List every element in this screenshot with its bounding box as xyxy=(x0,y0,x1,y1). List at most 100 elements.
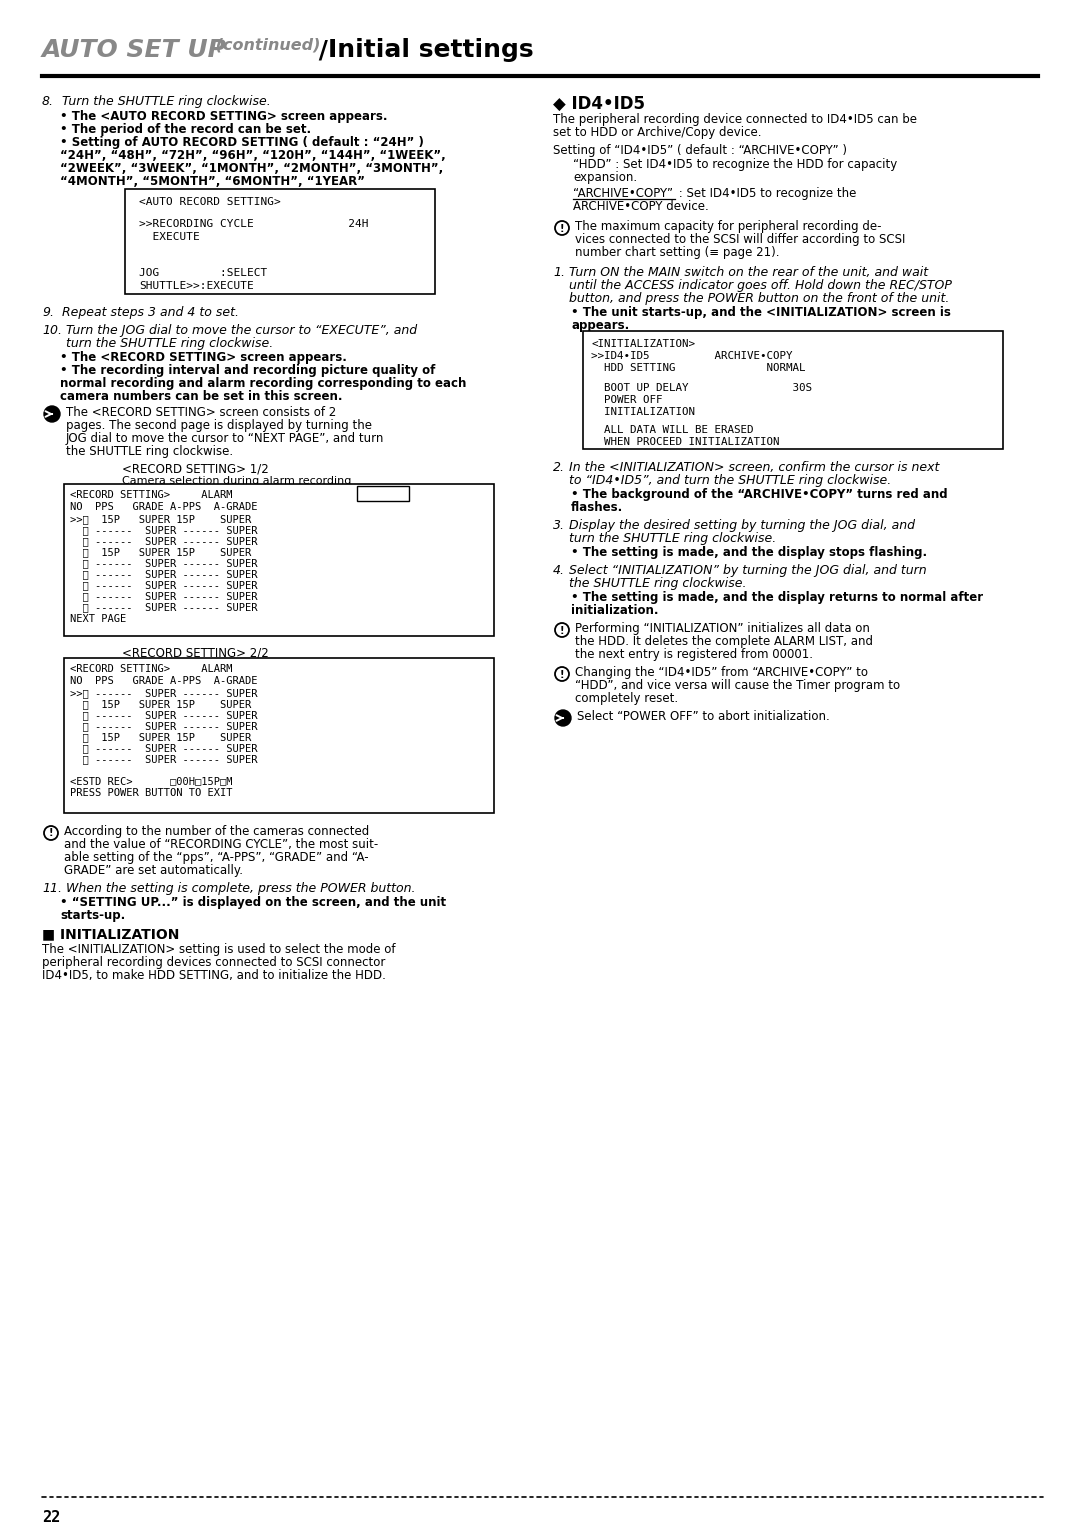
Text: • The background of the “ARCHIVE•COPY” turns red and: • The background of the “ARCHIVE•COPY” t… xyxy=(571,487,947,501)
Text: !: ! xyxy=(559,625,564,636)
Text: Display the desired setting by turning the JOG dial, and: Display the desired setting by turning t… xyxy=(569,520,915,532)
Text: According to the number of the cameras connected: According to the number of the cameras c… xyxy=(64,825,369,837)
Text: (continued): (continued) xyxy=(210,38,321,53)
Text: ⑫  15P   SUPER 15P    SUPER: ⑫ 15P SUPER 15P SUPER xyxy=(70,698,252,709)
Text: In the <INITIALIZATION> screen, confirm the cursor is next: In the <INITIALIZATION> screen, confirm … xyxy=(569,461,940,474)
Text: Turn the JOG dial to move the cursor to “EXECUTE”, and: Turn the JOG dial to move the cursor to … xyxy=(66,324,417,338)
Text: NEXT PAGE: NEXT PAGE xyxy=(70,614,126,623)
Text: turn the SHUTTLE ring clockwise.: turn the SHUTTLE ring clockwise. xyxy=(569,532,777,545)
Text: ■ INITIALIZATION: ■ INITIALIZATION xyxy=(42,927,179,941)
Text: /: / xyxy=(310,38,337,63)
Text: SHUTTLE>>:EXECUTE: SHUTTLE>>:EXECUTE xyxy=(139,281,254,290)
Text: ⑦ ------  SUPER ------ SUPER: ⑦ ------ SUPER ------ SUPER xyxy=(70,581,257,590)
Text: ⑨ ------  SUPER ------ SUPER: ⑨ ------ SUPER ------ SUPER xyxy=(70,602,257,613)
Text: • The setting is made, and the display returns to normal after: • The setting is made, and the display r… xyxy=(571,591,983,604)
Text: ⑭ ------  SUPER ------ SUPER: ⑭ ------ SUPER ------ SUPER xyxy=(70,721,257,730)
Text: the SHUTTLE ring clockwise.: the SHUTTLE ring clockwise. xyxy=(569,578,746,590)
Text: Performing “INITIALIZATION” initializes all data on: Performing “INITIALIZATION” initializes … xyxy=(575,622,869,636)
Text: Turn the SHUTTLE ring clockwise.: Turn the SHUTTLE ring clockwise. xyxy=(62,95,271,108)
Text: The <RECORD SETTING> screen consists of 2: The <RECORD SETTING> screen consists of … xyxy=(66,406,336,419)
Text: ⑥ ------  SUPER ------ SUPER: ⑥ ------ SUPER ------ SUPER xyxy=(70,568,257,579)
Text: 22: 22 xyxy=(42,1510,60,1525)
Text: number chart setting (≡ page 21).: number chart setting (≡ page 21). xyxy=(575,246,780,260)
Text: • “SETTING UP...” is displayed on the screen, and the unit: • “SETTING UP...” is displayed on the sc… xyxy=(60,895,446,909)
Text: AUTO SET UP: AUTO SET UP xyxy=(42,38,227,63)
Text: • The <RECORD SETTING> screen appears.: • The <RECORD SETTING> screen appears. xyxy=(60,351,347,364)
Text: 4.: 4. xyxy=(553,564,565,578)
Text: !: ! xyxy=(559,223,564,234)
Text: “24H”, “48H”, “72H”, “96H”, “120H”, “144H”, “1WEEK”,: “24H”, “48H”, “72H”, “96H”, “120H”, “144… xyxy=(60,150,446,162)
Text: ALL DATA WILL BE ERASED: ALL DATA WILL BE ERASED xyxy=(591,425,754,435)
Circle shape xyxy=(44,406,60,422)
Text: ALARM: ALARM xyxy=(359,487,390,497)
Text: The <INITIALIZATION> setting is used to select the mode of: The <INITIALIZATION> setting is used to … xyxy=(42,943,395,957)
Text: “2WEEK”, “3WEEK”, “1MONTH”, “2MONTH”, “3MONTH”,: “2WEEK”, “3WEEK”, “1MONTH”, “2MONTH”, “3… xyxy=(60,162,443,176)
Text: Initial settings: Initial settings xyxy=(328,38,534,63)
Text: ID4•ID5, to make HDD SETTING, and to initialize the HDD.: ID4•ID5, to make HDD SETTING, and to ini… xyxy=(42,969,386,983)
Text: !: ! xyxy=(49,828,53,839)
Text: ◆ ID4•ID5: ◆ ID4•ID5 xyxy=(553,95,645,113)
Text: the HDD. It deletes the complete ALARM LIST, and: the HDD. It deletes the complete ALARM L… xyxy=(575,636,873,648)
Text: BOOT UP DELAY                30S: BOOT UP DELAY 30S xyxy=(591,384,812,393)
Text: ⑬ ------  SUPER ------ SUPER: ⑬ ------ SUPER ------ SUPER xyxy=(70,711,257,720)
Text: • The recording interval and recording picture quality of: • The recording interval and recording p… xyxy=(60,364,435,377)
Text: POWER OFF: POWER OFF xyxy=(591,396,662,405)
Text: the SHUTTLE ring clockwise.: the SHUTTLE ring clockwise. xyxy=(66,445,233,458)
Text: ⑧ ------  SUPER ------ SUPER: ⑧ ------ SUPER ------ SUPER xyxy=(70,591,257,601)
Text: “ARCHIVE•COPY”: “ARCHIVE•COPY” xyxy=(573,186,673,200)
Text: >>RECORDING CYCLE              24H: >>RECORDING CYCLE 24H xyxy=(139,219,368,229)
Text: turn the SHUTTLE ring clockwise.: turn the SHUTTLE ring clockwise. xyxy=(66,338,273,350)
Text: <AUTO RECORD SETTING>: <AUTO RECORD SETTING> xyxy=(139,197,281,206)
Text: The maximum capacity for peripheral recording de-: The maximum capacity for peripheral reco… xyxy=(575,220,881,232)
Text: : Set ID4•ID5 to recognize the: : Set ID4•ID5 to recognize the xyxy=(675,186,856,200)
Text: able setting of the “pps”, “A-PPS”, “GRADE” and “A-: able setting of the “pps”, “A-PPS”, “GRA… xyxy=(64,851,368,863)
Text: HDD SETTING              NORMAL: HDD SETTING NORMAL xyxy=(591,364,806,373)
Text: EXECUTE: EXECUTE xyxy=(139,232,200,241)
Text: The peripheral recording device connected to ID4•ID5 can be: The peripheral recording device connecte… xyxy=(553,113,917,125)
Text: “HDD”, and vice versa will cause the Timer program to: “HDD”, and vice versa will cause the Tim… xyxy=(575,678,900,692)
Text: 10.: 10. xyxy=(42,324,62,338)
Text: Select “POWER OFF” to abort initialization.: Select “POWER OFF” to abort initializati… xyxy=(577,711,829,723)
Bar xyxy=(64,659,494,813)
Text: When the setting is complete, press the POWER button.: When the setting is complete, press the … xyxy=(66,882,416,895)
Text: ② ------  SUPER ------ SUPER: ② ------ SUPER ------ SUPER xyxy=(70,526,257,535)
Text: <ESTD REC>      □00H□15P□M: <ESTD REC> □00H□15P□M xyxy=(70,776,232,785)
Text: ⑰ ------  SUPER ------ SUPER: ⑰ ------ SUPER ------ SUPER xyxy=(70,753,257,764)
Text: NO  PPS   GRADE A-PPS  A-GRADE: NO PPS GRADE A-PPS A-GRADE xyxy=(70,503,257,512)
Text: Turn ON the MAIN switch on the rear of the unit, and wait: Turn ON the MAIN switch on the rear of t… xyxy=(569,266,928,280)
Text: “4MONTH”, “5MONTH”, “6MONTH”, “1YEAR”: “4MONTH”, “5MONTH”, “6MONTH”, “1YEAR” xyxy=(60,176,365,188)
Bar xyxy=(64,484,494,636)
Text: PRESS POWER BUTTON TO EXIT: PRESS POWER BUTTON TO EXIT xyxy=(70,788,232,798)
Circle shape xyxy=(555,711,571,726)
Text: ④  15P   SUPER 15P    SUPER: ④ 15P SUPER 15P SUPER xyxy=(70,547,252,558)
Text: • The <AUTO RECORD SETTING> screen appears.: • The <AUTO RECORD SETTING> screen appea… xyxy=(60,110,388,122)
Text: ⑮  15P   SUPER 15P    SUPER: ⑮ 15P SUPER 15P SUPER xyxy=(70,732,252,743)
Text: NO  PPS   GRADE A-PPS  A-GRADE: NO PPS GRADE A-PPS A-GRADE xyxy=(70,675,257,686)
Text: ③ ------  SUPER ------ SUPER: ③ ------ SUPER ------ SUPER xyxy=(70,536,257,545)
Text: camera numbers can be set in this screen.: camera numbers can be set in this screen… xyxy=(60,390,342,403)
Text: appears.: appears. xyxy=(571,319,630,332)
Text: ⑯ ------  SUPER ------ SUPER: ⑯ ------ SUPER ------ SUPER xyxy=(70,743,257,753)
Text: 11.: 11. xyxy=(42,882,62,895)
Text: >>①  15P   SUPER 15P    SUPER: >>① 15P SUPER 15P SUPER xyxy=(70,513,252,524)
Text: until the ACCESS indicator goes off. Hold down the REC/STOP: until the ACCESS indicator goes off. Hol… xyxy=(569,280,951,292)
Text: and the value of “RECORDING CYCLE”, the most suit-: and the value of “RECORDING CYCLE”, the … xyxy=(64,837,378,851)
Text: !: ! xyxy=(559,669,564,680)
Text: 1.: 1. xyxy=(553,266,565,280)
Text: >>⑪ ------  SUPER ------ SUPER: >>⑪ ------ SUPER ------ SUPER xyxy=(70,688,257,698)
Text: set to HDD or Archive/Copy device.: set to HDD or Archive/Copy device. xyxy=(553,125,761,139)
Text: <INITIALIZATION>: <INITIALIZATION> xyxy=(591,339,696,348)
Text: 3.: 3. xyxy=(553,520,565,532)
Text: Select “INITIALIZATION” by turning the JOG dial, and turn: Select “INITIALIZATION” by turning the J… xyxy=(569,564,927,578)
Bar xyxy=(357,486,409,501)
Text: <RECORD SETTING>     ALARM: <RECORD SETTING> ALARM xyxy=(70,665,232,674)
Text: flashes.: flashes. xyxy=(571,501,623,513)
Text: • The setting is made, and the display stops flashing.: • The setting is made, and the display s… xyxy=(571,545,927,559)
Text: >>ID4•ID5          ARCHIVE•COPY: >>ID4•ID5 ARCHIVE•COPY xyxy=(591,351,793,361)
Text: <RECORD SETTING> 1/2: <RECORD SETTING> 1/2 xyxy=(122,463,269,477)
Text: <RECORD SETTING> 2/2: <RECORD SETTING> 2/2 xyxy=(122,646,269,659)
Text: pages. The second page is displayed by turning the: pages. The second page is displayed by t… xyxy=(66,419,372,432)
Text: • The period of the record can be set.: • The period of the record can be set. xyxy=(60,122,311,136)
Text: normal recording and alarm recording corresponding to each: normal recording and alarm recording cor… xyxy=(60,377,467,390)
Text: vices connected to the SCSI will differ according to SCSI: vices connected to the SCSI will differ … xyxy=(575,232,905,246)
